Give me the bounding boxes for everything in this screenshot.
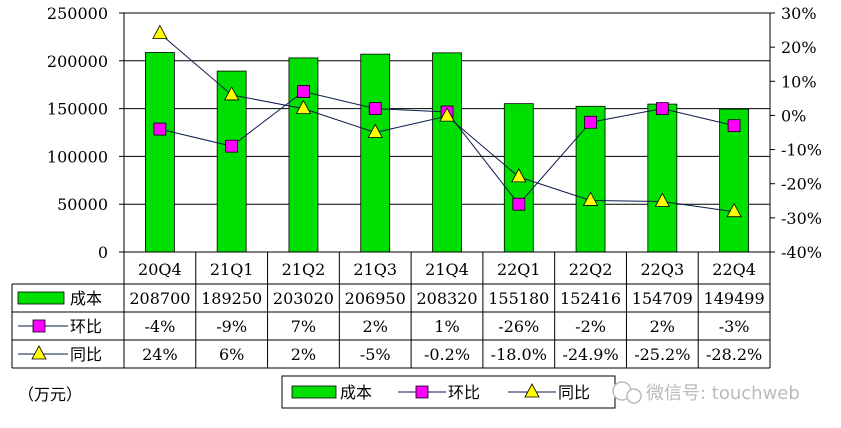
data-table: 20Q4 21Q1 21Q2 21Q3 21Q4 22Q1 22Q2 22Q3 22Q4 成本环比… [11, 251, 771, 369]
data-label: -3% [719, 317, 750, 336]
legend-label: 环比 [448, 383, 480, 402]
data-label: -24.9% [562, 345, 618, 364]
triangle-marker [439, 107, 455, 122]
square-marker [153, 122, 167, 136]
bar [719, 108, 750, 253]
category-label: 21Q4 [425, 260, 469, 279]
row-name: 成本 [70, 289, 102, 308]
square-marker [655, 102, 669, 115]
left-tick-label: 50000 [57, 195, 108, 214]
left-tick-label: 200000 [47, 52, 108, 71]
legend-label: 同比 [558, 383, 590, 402]
data-label: -4% [144, 317, 175, 336]
watermark: 微信号: touchweb [612, 381, 800, 404]
legend-label: 成本 [340, 383, 372, 402]
category-label: 22Q3 [641, 260, 685, 279]
data-label: -9% [216, 317, 247, 336]
data-label: 2% [363, 317, 388, 336]
left-axis: 0 50000 100000 150000 200000 250000 [47, 4, 124, 262]
data-label: -0.2% [424, 345, 470, 364]
data-label: 154709 [632, 289, 693, 308]
triangle-marker [582, 191, 599, 206]
category-label: 20Q4 [138, 260, 182, 279]
data-label: 208700 [129, 289, 190, 308]
data-label: 1% [434, 317, 459, 336]
data-label: 2% [291, 345, 316, 364]
square-marker [32, 319, 46, 333]
data-label: -5% [360, 345, 391, 364]
line-series-yoy [152, 24, 742, 218]
data-label: -2% [575, 317, 606, 336]
left-tick-label: 100000 [47, 147, 108, 166]
triangle-marker [511, 168, 527, 183]
data-label: -26% [498, 317, 539, 336]
square-marker [415, 385, 429, 399]
data-label: 24% [142, 345, 178, 364]
bar [144, 52, 175, 253]
row-key-bar [17, 291, 65, 305]
right-tick-label: -40% [781, 243, 822, 262]
square-marker [512, 197, 526, 211]
data-label: 155180 [488, 289, 549, 308]
watermark-text: 微信号: touchweb [646, 383, 800, 404]
data-label: 6% [219, 345, 244, 364]
right-tick-label: -20% [781, 175, 822, 194]
legend: 成本 环比 同比 [281, 375, 616, 409]
triangle-marker [31, 345, 47, 360]
triangle-marker [726, 202, 742, 218]
triangle-marker [367, 123, 383, 138]
bar [360, 53, 391, 253]
bar [575, 105, 606, 253]
right-tick-label: -30% [781, 209, 822, 228]
category-label: 22Q2 [569, 260, 613, 279]
legend-key-bar [291, 385, 337, 399]
category-label: 21Q2 [282, 260, 326, 279]
bar [647, 103, 678, 253]
square-marker [584, 115, 597, 129]
square-marker [368, 102, 382, 115]
right-tick-label: -10% [781, 141, 822, 160]
data-label: -25.2% [634, 345, 690, 364]
category-label: 22Q4 [712, 260, 756, 279]
right-tick-label: 30% [781, 4, 817, 23]
triangle-marker [223, 86, 240, 101]
left-tick-label: 0 [98, 243, 108, 262]
square-marker [225, 139, 239, 153]
triangle-marker [654, 192, 671, 207]
row-name: 环比 [70, 317, 102, 336]
category-label: 22Q1 [497, 260, 541, 279]
data-label: 189250 [201, 289, 262, 308]
data-label: -18.0% [491, 345, 547, 364]
triangle-marker [295, 99, 312, 114]
data-label: 208320 [416, 289, 477, 308]
right-axis: -40% -30% -20% -10% 0% 10% 20% 30% [770, 4, 822, 262]
category-label: 21Q3 [353, 260, 397, 279]
bar-series [144, 52, 750, 253]
left-tick-label: 150000 [47, 100, 108, 119]
right-tick-label: 0% [781, 106, 806, 125]
right-tick-label: 10% [781, 72, 817, 91]
right-tick-label: 20% [781, 38, 817, 57]
triangle-marker [152, 24, 168, 39]
data-label: 7% [291, 317, 316, 336]
data-label: 149499 [704, 289, 765, 308]
data-label: 203020 [273, 289, 334, 308]
legend-box [281, 375, 616, 409]
wechat-icon [626, 388, 642, 404]
category-label: 21Q1 [210, 260, 254, 279]
left-tick-label: 250000 [47, 4, 108, 23]
square-marker [727, 119, 741, 133]
triangle-marker [524, 383, 540, 398]
data-label: 2% [650, 317, 675, 336]
data-label: 206950 [345, 289, 406, 308]
data-label: 152416 [560, 289, 621, 308]
bar [432, 52, 462, 253]
square-marker [297, 85, 310, 98]
row-name: 同比 [70, 345, 102, 364]
data-label: -28.2% [706, 345, 762, 364]
unit-label: （万元） [18, 385, 82, 404]
